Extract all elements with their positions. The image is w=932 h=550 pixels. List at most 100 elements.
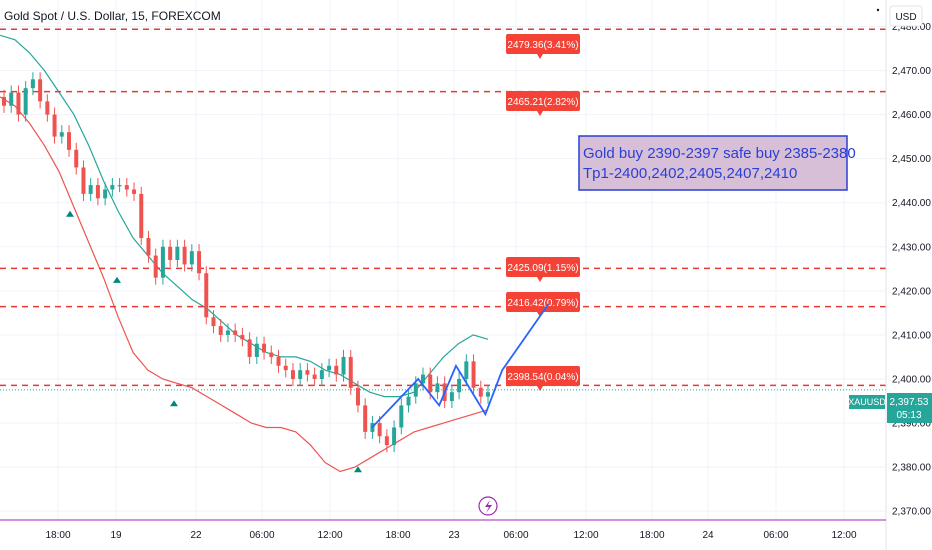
x-tick-label: 18:00 <box>639 530 664 541</box>
candle-body <box>59 132 64 137</box>
candle-body <box>38 79 43 102</box>
x-tick-label: 06:00 <box>763 530 788 541</box>
candle-body <box>233 330 238 335</box>
projection-path <box>371 303 550 429</box>
candle-body <box>88 185 93 194</box>
y-tick-label: 2,390.00 <box>892 419 931 430</box>
candle-body <box>449 392 454 402</box>
level-tag-label: 2465.21(2.82%) <box>507 97 578 108</box>
last-price-tag <box>887 393 932 423</box>
candle-body <box>160 246 165 278</box>
level-tag <box>506 292 580 312</box>
candle-body <box>457 378 462 393</box>
level-tag-label: 2416.42(0.79%) <box>507 298 578 309</box>
y-tick-label: 2,420.00 <box>892 286 931 297</box>
countdown: 05:13 <box>896 410 921 421</box>
grid <box>0 0 886 520</box>
candle-body <box>168 246 173 260</box>
candle-body <box>197 251 202 274</box>
annotation-line-2: Tp1-2400,2402,2405,2407,2410 <box>583 165 797 182</box>
chart-title: Gold Spot / U.S. Dollar, 15, FOREXCOM <box>4 9 221 23</box>
x-tick-label: 12:00 <box>317 530 342 541</box>
candle-body <box>23 88 28 115</box>
candle-body <box>124 185 129 190</box>
level-tag-label: 2479.36(3.41%) <box>507 40 578 51</box>
level-tag <box>506 34 580 54</box>
lightning-bolt-glyph <box>485 500 492 513</box>
candle-body <box>392 427 397 446</box>
y-tick-label: 2,370.00 <box>892 507 931 518</box>
buy-signal-marker <box>66 210 74 217</box>
x-tick-label: 19 <box>110 530 122 541</box>
y-tick-label: 2,410.00 <box>892 330 931 341</box>
level-tag-label: 2425.09(1.15%) <box>507 263 578 274</box>
y-tick-label: 2,430.00 <box>892 242 931 253</box>
y-tick-label: 2,460.00 <box>892 110 931 121</box>
candle-body <box>95 185 100 199</box>
candle-body <box>182 246 187 265</box>
candle-body <box>211 317 216 327</box>
candle-body <box>435 383 440 393</box>
annotation-line-1: Gold buy 2390-2397 safe buy 2385-2380 <box>583 145 856 162</box>
candle-body <box>189 251 194 265</box>
candle-body <box>363 405 368 432</box>
candle-body <box>2 96 6 106</box>
level-tag <box>506 257 580 277</box>
buy-signal-marker <box>354 466 362 473</box>
candle-body <box>132 189 137 194</box>
candle-body <box>420 374 425 384</box>
buy-signal-marker <box>113 276 121 283</box>
candle-body <box>67 132 72 150</box>
projection-line <box>371 303 550 429</box>
menu-dot-icon[interactable] <box>876 8 880 12</box>
candle-body <box>334 365 339 375</box>
candle-body <box>355 387 360 406</box>
x-axis[interactable]: 18:00 19 22 06:00 12:00 18:00 23 06:00 12:00 18:0… <box>45 530 856 541</box>
candle-body <box>254 343 259 357</box>
buy-signal-marker <box>170 400 178 407</box>
x-tick-label: 22 <box>190 530 202 541</box>
x-tick-label: 18:00 <box>45 530 70 541</box>
level-tag-label: 2398.54(0.04%) <box>507 372 578 383</box>
candle-body <box>290 370 295 379</box>
candle-body <box>399 405 404 428</box>
level-tag-pointer <box>537 386 543 391</box>
candle-body <box>110 185 115 190</box>
y-tick-label: 2,400.00 <box>892 374 931 385</box>
candle-body <box>153 255 158 278</box>
candle-body <box>486 392 490 397</box>
candle-body <box>478 387 483 397</box>
candle-body <box>283 365 288 371</box>
y-axis[interactable]: 2,370.00 2,380.00 2,390.00 2,400.00 2,410.00… <box>892 22 931 518</box>
candle-body <box>218 326 223 335</box>
candle-body <box>413 383 418 397</box>
x-tick-label: 18:00 <box>385 530 410 541</box>
currency-button[interactable] <box>889 5 923 27</box>
candle-body <box>428 374 433 393</box>
x-tick-label: 24 <box>702 530 714 541</box>
level-tag <box>506 91 580 111</box>
x-tick-label: 23 <box>448 530 460 541</box>
candle-body <box>377 423 382 437</box>
candle-body <box>327 365 332 371</box>
x-tick-label: 12:00 <box>831 530 856 541</box>
symbol-tag-label: XAUUSD <box>848 397 886 407</box>
candle-body <box>146 237 151 256</box>
candle-body <box>117 185 122 187</box>
y-tick-label: 2,470.00 <box>892 66 931 77</box>
y-tick-label: 2,450.00 <box>892 154 931 165</box>
candle-body <box>52 114 57 137</box>
candle-body <box>16 92 21 115</box>
candle-body <box>45 101 50 115</box>
candle-body <box>204 273 209 318</box>
candle-body <box>139 193 144 238</box>
candle-body <box>103 189 108 199</box>
candle-body <box>225 330 230 335</box>
level-tag-pointer <box>537 111 543 116</box>
lower-band-line <box>0 96 489 473</box>
x-tick-label: 06:00 <box>249 530 274 541</box>
candle-body <box>341 356 346 375</box>
annotation-box[interactable] <box>578 135 848 191</box>
